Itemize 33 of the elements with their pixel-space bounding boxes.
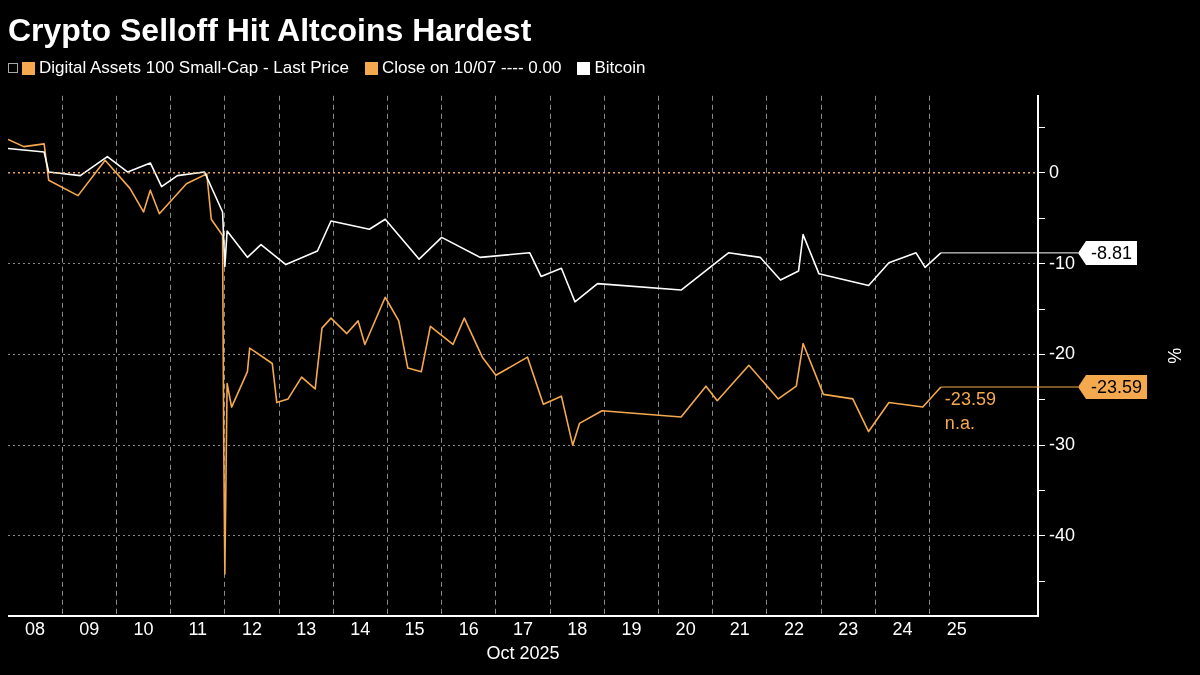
x-tick-label: 24 — [892, 618, 913, 639]
legend-label: Close on 10/07 ---- 0.00 — [381, 58, 562, 78]
x-tick-label: 08 — [25, 618, 46, 639]
x-tick-label: 21 — [729, 618, 750, 639]
x-tick-label: 22 — [784, 618, 805, 639]
x-tick-label: 23 — [838, 618, 859, 639]
y-tick-label: -10 — [1049, 252, 1076, 273]
x-tick-label: 09 — [79, 618, 100, 639]
y-axis-title: % — [1164, 347, 1185, 364]
x-tick-label: 18 — [567, 618, 588, 639]
legend-label: Bitcoin — [594, 58, 646, 78]
y-tick-label: -30 — [1049, 434, 1076, 455]
x-tick-label: 16 — [458, 618, 479, 639]
x-tick-label: 11 — [188, 618, 208, 639]
annotation: n.a. — [944, 412, 975, 433]
y-tick-label: 0 — [1049, 161, 1060, 182]
x-tick-label: 17 — [512, 618, 534, 639]
legend-label: Digital Assets 100 Small-Cap - Last Price — [39, 58, 349, 78]
annotation: -8.81 — [1091, 242, 1133, 263]
x-tick-label: 12 — [241, 618, 262, 639]
annotation: -23.59 — [1091, 376, 1143, 397]
x-tick-label: 20 — [675, 618, 696, 639]
chart-title: Crypto Selloff Hit Altcoins Hardest — [8, 11, 533, 50]
x-tick-label: 25 — [946, 618, 967, 639]
x-tick-label: 15 — [404, 618, 425, 639]
x-tick-label: 14 — [350, 618, 371, 639]
x-axis-title: Oct 2025 — [486, 643, 560, 664]
x-tick-label: 10 — [133, 618, 154, 639]
y-tick-label: -40 — [1049, 524, 1076, 545]
x-tick-label: 13 — [296, 618, 317, 639]
data-label: -23.59 — [944, 388, 996, 409]
x-tick-label: 19 — [621, 618, 642, 639]
y-tick-label: -20 — [1049, 343, 1076, 364]
